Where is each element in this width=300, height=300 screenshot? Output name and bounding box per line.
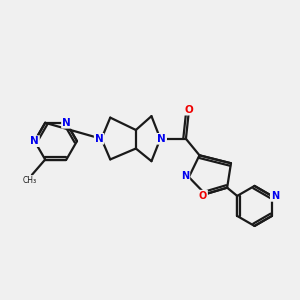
Text: N: N (30, 136, 39, 146)
Text: N: N (271, 191, 279, 201)
Text: N: N (158, 134, 166, 144)
Text: N: N (62, 118, 71, 128)
Text: CH₃: CH₃ (22, 176, 37, 184)
Text: O: O (184, 105, 193, 115)
Text: N: N (181, 171, 189, 181)
Text: O: O (199, 190, 207, 201)
Text: N: N (95, 134, 103, 144)
